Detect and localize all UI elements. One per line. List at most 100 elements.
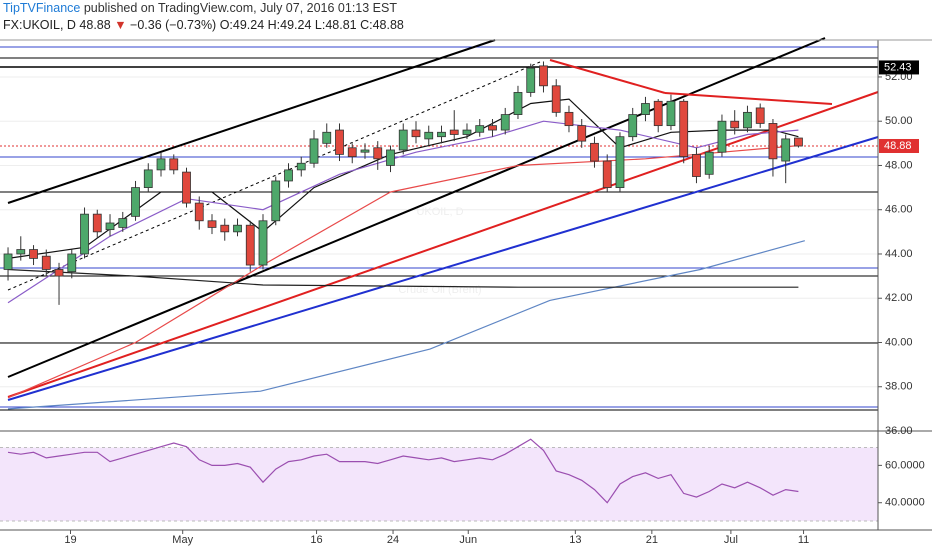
candle-body [92, 213, 102, 233]
candle-body [182, 171, 191, 204]
x-tick-label: 13 [569, 534, 581, 546]
candle-body [526, 67, 536, 93]
ohlc: O:49.24 H:49.24 L:48.81 C:48.88 [219, 18, 404, 32]
candle-body [462, 129, 472, 135]
x-tick-label: Jul [724, 534, 738, 546]
candle-body [16, 249, 26, 255]
candle-body [118, 218, 128, 228]
symbol-line: FX:UKOIL, D 48.88 ▼ −0.36 (−0.73%) O:49.… [3, 18, 404, 32]
candle-body [768, 123, 778, 160]
candle-body [449, 129, 459, 135]
x-tick-label: 24 [387, 534, 399, 546]
candle-body [488, 125, 497, 131]
y-tick-label: 36.00 [885, 425, 913, 437]
candle-body [373, 147, 383, 160]
candle-body [437, 131, 446, 138]
candle-body [80, 213, 89, 255]
candle-body [233, 224, 242, 233]
candle-body [424, 131, 434, 140]
candle-body [500, 114, 510, 131]
moving-average [7, 120, 799, 304]
candle-body [335, 129, 344, 155]
candle-body [513, 92, 523, 115]
candle-body [398, 129, 408, 151]
x-tick-label: 16 [310, 534, 322, 546]
price-label: 52.43 [884, 61, 912, 73]
x-tick-label: 11 [798, 534, 809, 546]
candle-body [551, 85, 561, 113]
candle-body [590, 142, 599, 162]
trend-line [7, 136, 879, 401]
x-tick-label: 21 [646, 534, 658, 546]
candle-body [577, 125, 587, 142]
y-tick-label: 50.00 [885, 115, 913, 127]
y-tick-label: 48.00 [885, 159, 913, 171]
publish-line: TipTVFinance published on TradingView.co… [3, 1, 397, 15]
candle-body [322, 131, 332, 144]
change: −0.36 (−0.73%) [130, 18, 217, 32]
candle-body [679, 100, 689, 158]
y-tick-label: 46.00 [885, 204, 913, 216]
candle-body [692, 154, 701, 177]
rsi-band [0, 447, 878, 521]
candle-body [284, 169, 293, 182]
candle-body [666, 100, 676, 127]
candle-body [641, 103, 650, 115]
x-tick-label: 19 [64, 534, 76, 546]
price-label-box [879, 60, 919, 75]
candle-body [539, 65, 548, 87]
candle-body [704, 151, 714, 175]
candle-body [296, 162, 306, 171]
author-link[interactable]: TipTVFinance [3, 1, 81, 15]
candle-body [386, 149, 395, 166]
candle-body [29, 249, 38, 259]
candle-body [245, 224, 255, 266]
x-tick-label: Jun [459, 534, 477, 546]
candle-body [360, 149, 370, 153]
candle-body [743, 111, 752, 129]
candle-body [194, 202, 204, 222]
symbol: FX:UKOIL, D [3, 18, 76, 32]
rsi-tick-label: 40.0000 [885, 497, 925, 509]
moving-average [7, 240, 805, 410]
candle-body [755, 107, 765, 124]
candle-body [628, 114, 638, 138]
candle-body [347, 147, 357, 158]
watermark-symbol: UKOIL, D [416, 206, 463, 218]
candle-body [156, 158, 166, 171]
price-label: 48.88 [884, 140, 912, 152]
candle-body [207, 220, 217, 228]
candle-body [730, 120, 740, 129]
candle-body [653, 100, 663, 127]
trend-line [549, 59, 666, 94]
candle-body [271, 180, 281, 222]
candle-body [615, 136, 625, 188]
candle-body [41, 255, 51, 270]
candle-body [3, 253, 13, 270]
trend-line [7, 61, 541, 291]
trend-line [7, 39, 496, 204]
candle-body [309, 138, 319, 164]
candle-body [220, 224, 230, 233]
y-tick-label: 40.00 [885, 336, 913, 348]
candle-body [131, 187, 140, 217]
change-arrow: ▼ [114, 18, 127, 32]
x-tick-label: May [172, 534, 193, 546]
y-tick-label: 44.00 [885, 248, 913, 260]
trend-line [664, 92, 833, 105]
candle-body [411, 129, 421, 138]
rsi-tick-label: 60.0000 [885, 459, 925, 471]
candle-body [105, 222, 115, 231]
candle-body [794, 137, 803, 147]
trend-line [7, 91, 879, 398]
drawings [0, 37, 879, 411]
publish-info: published on TradingView.com, July 07, 2… [80, 1, 397, 15]
candle-body [781, 138, 791, 162]
candle-body [475, 125, 485, 133]
candle-body [717, 120, 727, 153]
rsi-line [7, 438, 799, 504]
candle-body [258, 220, 268, 266]
moving-average [7, 268, 799, 288]
